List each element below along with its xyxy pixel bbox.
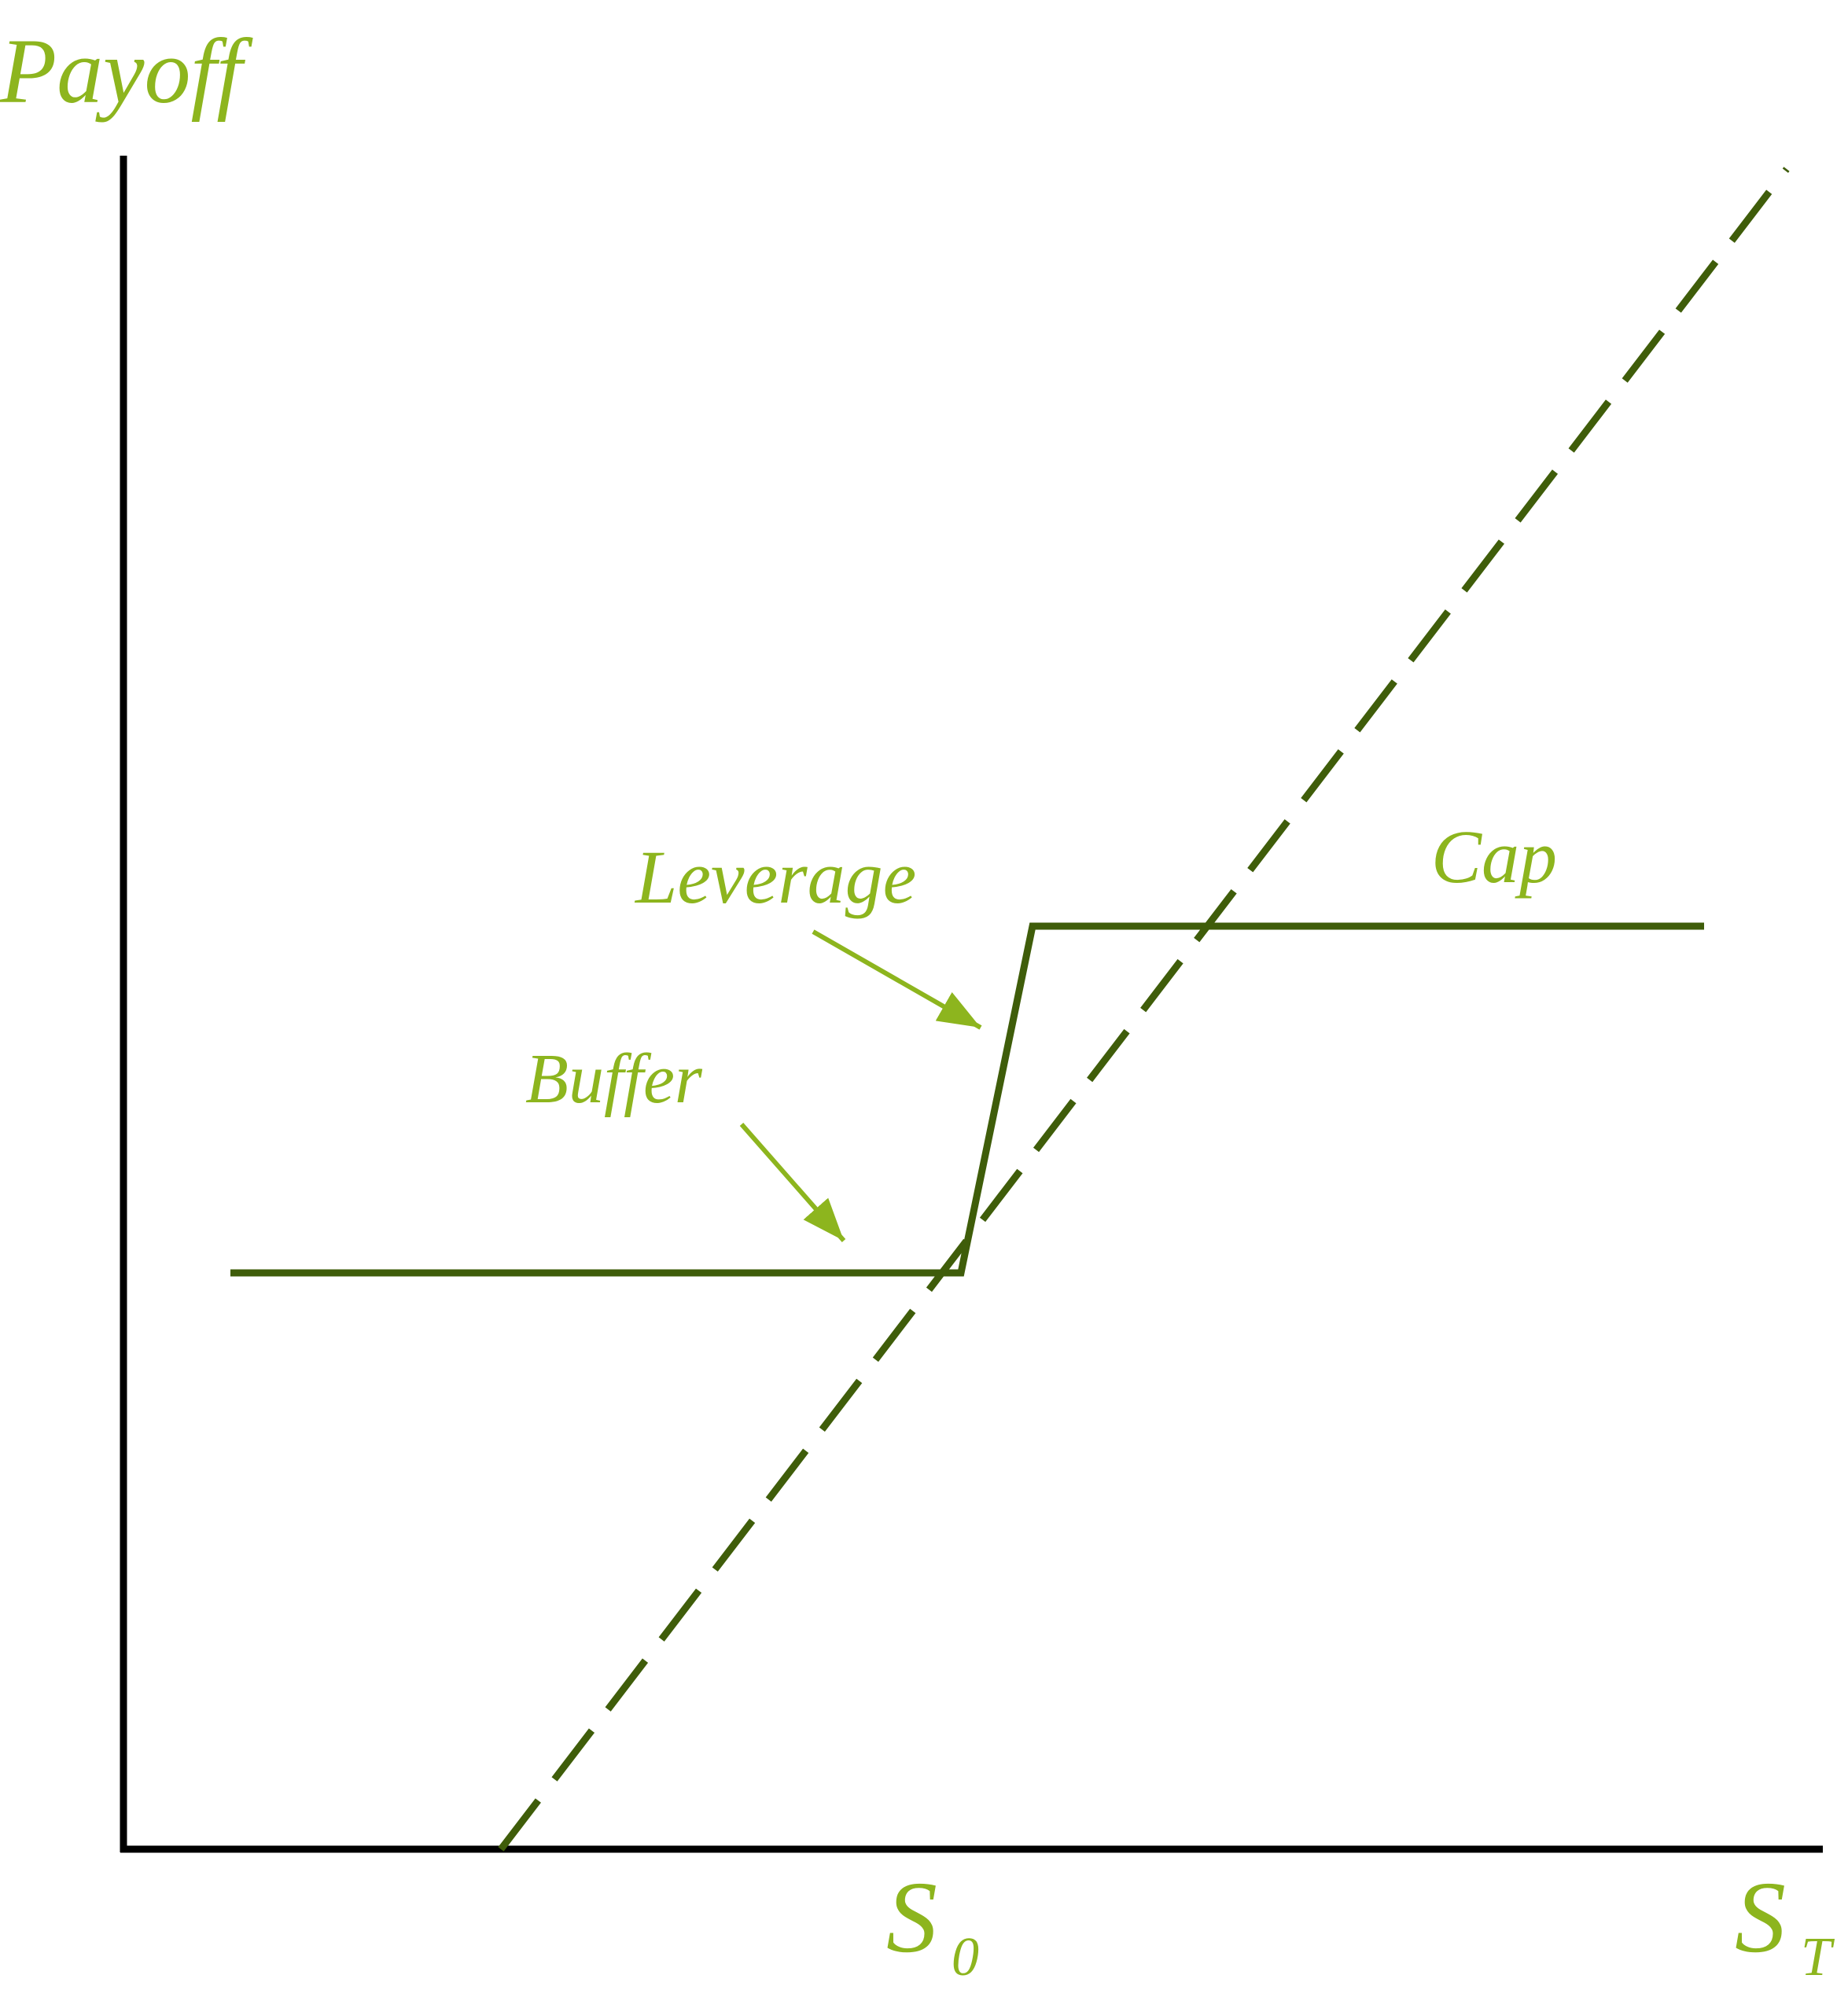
- underlying-dashed-line: [498, 167, 1790, 1852]
- s0-subscript: 0: [952, 1927, 979, 1988]
- s0-main: S: [886, 1861, 937, 1974]
- leverage-label: Leverage: [634, 835, 916, 919]
- s0-label: S 0: [886, 1861, 979, 1988]
- buffer-arrow: [739, 1123, 846, 1242]
- buffer-label: Buffer: [525, 1040, 703, 1118]
- x-axis-subscript: T: [1801, 1927, 1835, 1988]
- x-axis-label: S T: [1735, 1861, 1835, 1988]
- y-axis-label: Payoff: [0, 20, 253, 123]
- x-axis-main: S: [1735, 1861, 1786, 1974]
- buffered-payoff-line: [230, 922, 1704, 1277]
- leverage-arrow: [812, 929, 982, 1030]
- cap-label: Cap: [1431, 815, 1557, 899]
